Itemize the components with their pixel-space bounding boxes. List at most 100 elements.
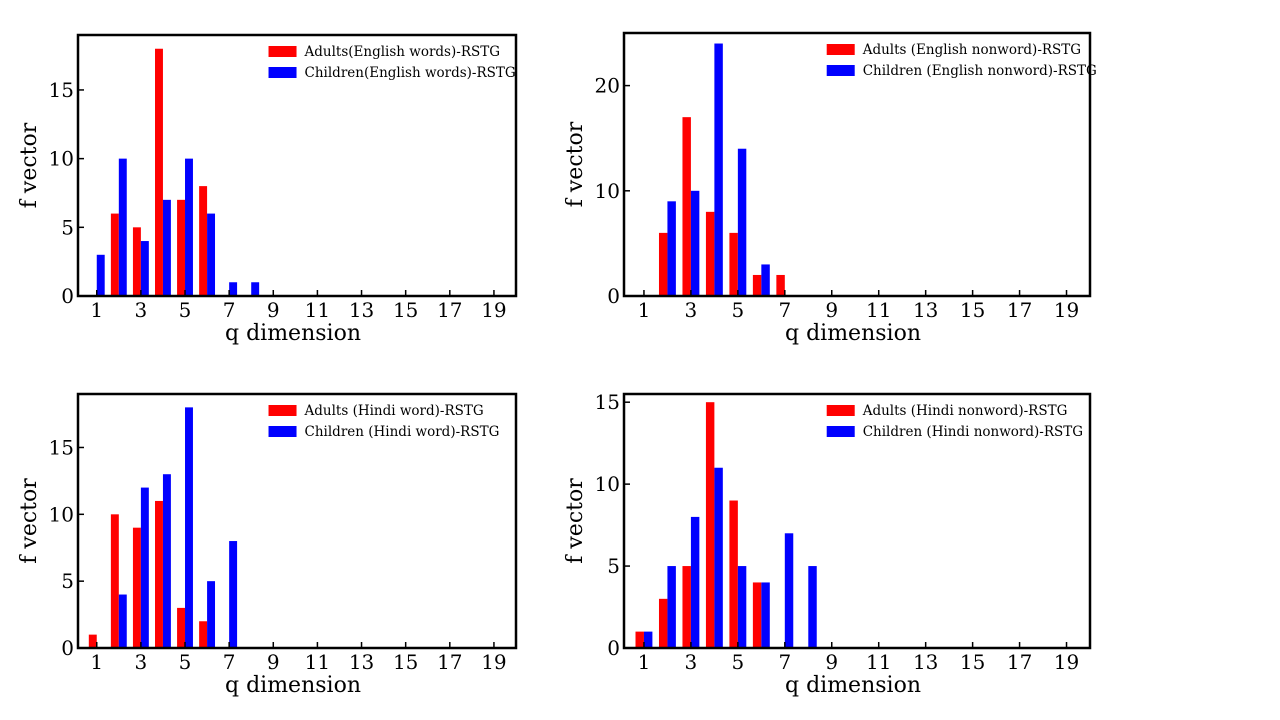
bar: [761, 264, 770, 296]
legend-swatch: [826, 426, 855, 437]
x-tick-label: 15: [960, 298, 985, 322]
bar: [643, 631, 653, 648]
bar: [185, 158, 193, 296]
legend-label: Adults (Hindi nonword)-RSTG: [862, 403, 1068, 419]
bar: [229, 541, 238, 648]
x-tick-label: 15: [393, 298, 418, 322]
x-tick-label: 17: [437, 298, 462, 322]
x-tick-label: 11: [305, 298, 330, 322]
bar: [177, 607, 186, 648]
x-tick-label: 1: [638, 650, 651, 674]
bar: [185, 407, 193, 648]
x-tick-label: 1: [90, 650, 103, 674]
x-tick-label: 11: [866, 650, 891, 674]
x-tick-label: 9: [267, 298, 280, 322]
bar: [118, 158, 127, 296]
legend-label: Children (English nonword)-RSTG: [863, 63, 1097, 79]
x-tick-label: 19: [481, 298, 506, 322]
bar: [110, 514, 119, 648]
legend-label: Children(English words)-RSTG: [305, 65, 516, 81]
x-tick-label: 15: [960, 650, 985, 674]
series-children: [96, 158, 260, 296]
axes-frame: [622, 392, 1092, 650]
x-tick-label: 5: [731, 650, 744, 674]
x-tick-label: 13: [349, 298, 374, 322]
y-tick-label: 10: [49, 502, 74, 526]
x-tick-label: 17: [1007, 650, 1032, 674]
series-children: [643, 467, 817, 648]
x-tick-label: 5: [179, 650, 192, 674]
x-tick-label: 3: [685, 650, 698, 674]
legend-label: Children (Hindi nonword)-RSTG: [863, 424, 1083, 440]
bar: [162, 474, 171, 648]
x-tick-label: 3: [685, 298, 698, 322]
bar: [140, 241, 149, 296]
x-tick-label: 5: [179, 298, 192, 322]
bar: [658, 232, 668, 296]
x-tick-label: 1: [90, 298, 103, 322]
x-tick-label: 13: [913, 650, 938, 674]
x-tick-label: 17: [1007, 298, 1032, 322]
bar: [251, 282, 260, 296]
legend-label: Adults (English nonword)-RSTG: [862, 42, 1081, 58]
bar: [132, 527, 141, 648]
y-axis-label: f vector: [563, 121, 588, 207]
bar: [714, 467, 723, 648]
bar: [118, 594, 127, 648]
legend-swatch: [268, 67, 297, 78]
y-axis-label: f vector: [17, 122, 42, 208]
bar: [729, 232, 738, 296]
y-tick-label: 5: [607, 554, 620, 578]
y-tick-label: 10: [595, 472, 620, 496]
bar: [776, 274, 785, 296]
bar: [729, 500, 738, 648]
bar: [635, 631, 644, 648]
x-tick-label: 7: [223, 298, 236, 322]
bar: [207, 581, 216, 648]
y-tick-label: 15: [49, 78, 74, 102]
x-tick-label: 7: [223, 650, 236, 674]
axes-frame: [76, 392, 518, 650]
legend-swatch: [268, 405, 297, 416]
bar: [808, 566, 817, 648]
x-tick-label: 19: [1054, 298, 1079, 322]
bar: [784, 533, 794, 648]
series-adults: [658, 117, 785, 296]
x-axis-label: q dimension: [785, 321, 921, 346]
bar: [705, 402, 715, 648]
y-tick-label: 0: [607, 284, 620, 308]
x-tick-label: 13: [349, 650, 374, 674]
legend: Adults (English nonword)-RSTG Children (E…: [826, 42, 1097, 79]
legend: Adults (Hindi nonword)-RSTG Children (Hin…: [826, 403, 1083, 440]
x-axis-label: q dimension: [225, 321, 361, 346]
x-tick-label: 3: [135, 298, 148, 322]
bar: [737, 148, 747, 296]
x-tick-label: 13: [913, 298, 938, 322]
bar: [737, 566, 747, 648]
y-tick-label: 10: [595, 179, 620, 203]
legend: Adults (Hindi word)-RSTG Children (Hindi …: [268, 403, 499, 440]
x-tick-label: 11: [305, 650, 330, 674]
bar: [682, 117, 691, 296]
y-tick-label: 0: [607, 636, 620, 660]
y-tick-label: 5: [61, 569, 74, 593]
legend-swatch: [826, 44, 855, 55]
series-adults: [88, 500, 208, 648]
legend-swatch: [826, 65, 855, 76]
legend-swatch: [826, 405, 855, 416]
x-tick-label: 7: [778, 298, 791, 322]
bar: [667, 566, 676, 648]
x-axis-label: q dimension: [785, 673, 921, 698]
legend-swatch: [268, 426, 297, 437]
x-tick-label: 7: [778, 650, 791, 674]
legend-swatch: [268, 46, 297, 57]
x-tick-label: 9: [825, 298, 838, 322]
y-axis-label: f vector: [563, 478, 588, 564]
x-tick-label: 15: [393, 650, 418, 674]
bar: [682, 566, 691, 648]
bar: [207, 213, 216, 296]
y-tick-label: 0: [61, 284, 74, 308]
bar: [88, 634, 97, 648]
x-tick-label: 19: [481, 650, 506, 674]
